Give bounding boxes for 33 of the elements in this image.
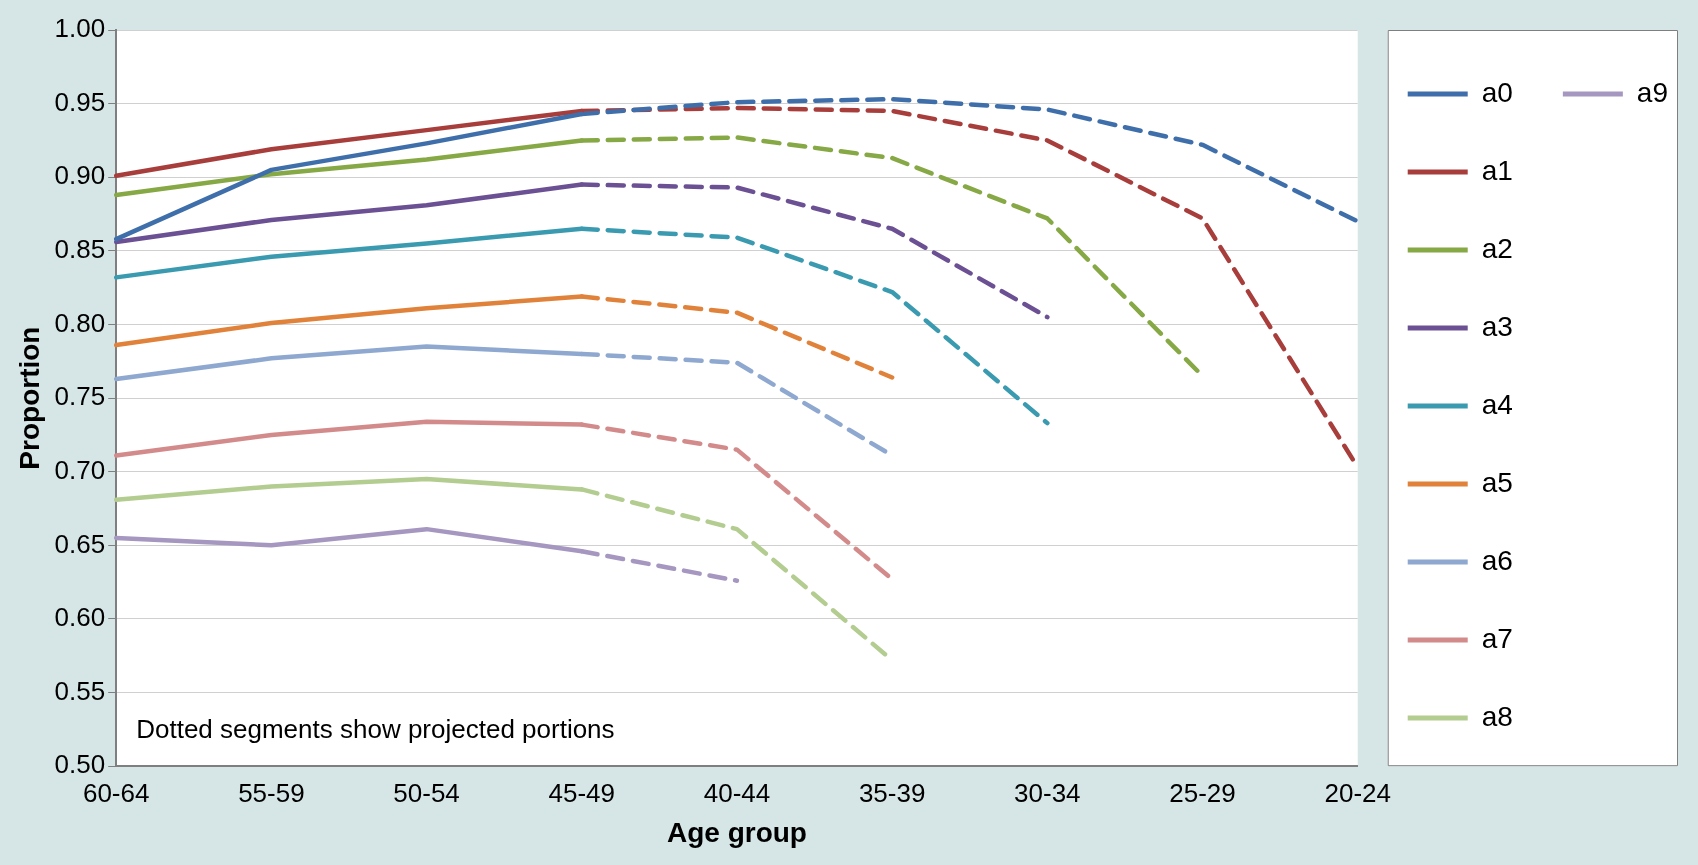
x-tick-label: 25-29 bbox=[1169, 777, 1236, 808]
y-tick-label: 0.70 bbox=[54, 454, 106, 485]
y-tick-label: 0.95 bbox=[54, 86, 106, 117]
y-tick-label: 0.50 bbox=[54, 749, 106, 780]
y-tick-label: 0.90 bbox=[54, 160, 106, 191]
y-tick-label: 0.75 bbox=[54, 381, 106, 412]
x-tick-label: 20-24 bbox=[1324, 777, 1391, 808]
y-tick-label: 1.00 bbox=[54, 13, 106, 44]
y-tick-label: 0.55 bbox=[54, 675, 106, 706]
legend-label: a1 bbox=[1481, 154, 1513, 186]
x-tick-label: 45-49 bbox=[548, 777, 616, 808]
x-tick-label: 40-44 bbox=[703, 777, 771, 808]
legend-label: a4 bbox=[1481, 388, 1513, 420]
legend-label: a0 bbox=[1481, 76, 1513, 108]
legend-label: a3 bbox=[1481, 310, 1513, 342]
x-tick-label: 30-34 bbox=[1014, 777, 1081, 808]
y-axis-title: Proportion bbox=[13, 326, 45, 470]
annotation: Dotted segments show projected portions bbox=[136, 714, 615, 745]
legend-label: a7 bbox=[1481, 622, 1513, 654]
legend-label: a2 bbox=[1481, 232, 1513, 264]
legend-label: a5 bbox=[1481, 466, 1513, 498]
x-tick-label: 55-59 bbox=[238, 777, 305, 808]
y-tick-label: 0.65 bbox=[54, 528, 106, 559]
y-tick-label: 0.80 bbox=[54, 307, 106, 338]
x-tick-label: 35-39 bbox=[858, 777, 926, 808]
legend-label: a9 bbox=[1636, 76, 1669, 108]
x-tick-label: 60-64 bbox=[82, 777, 150, 808]
legend-label: a8 bbox=[1481, 700, 1513, 732]
y-tick-label: 0.60 bbox=[54, 602, 106, 633]
legend-label: a6 bbox=[1481, 544, 1513, 576]
y-tick-label: 0.85 bbox=[54, 234, 106, 265]
x-tick-label: 50-54 bbox=[393, 777, 460, 808]
x-axis-title: Age group bbox=[666, 816, 807, 848]
